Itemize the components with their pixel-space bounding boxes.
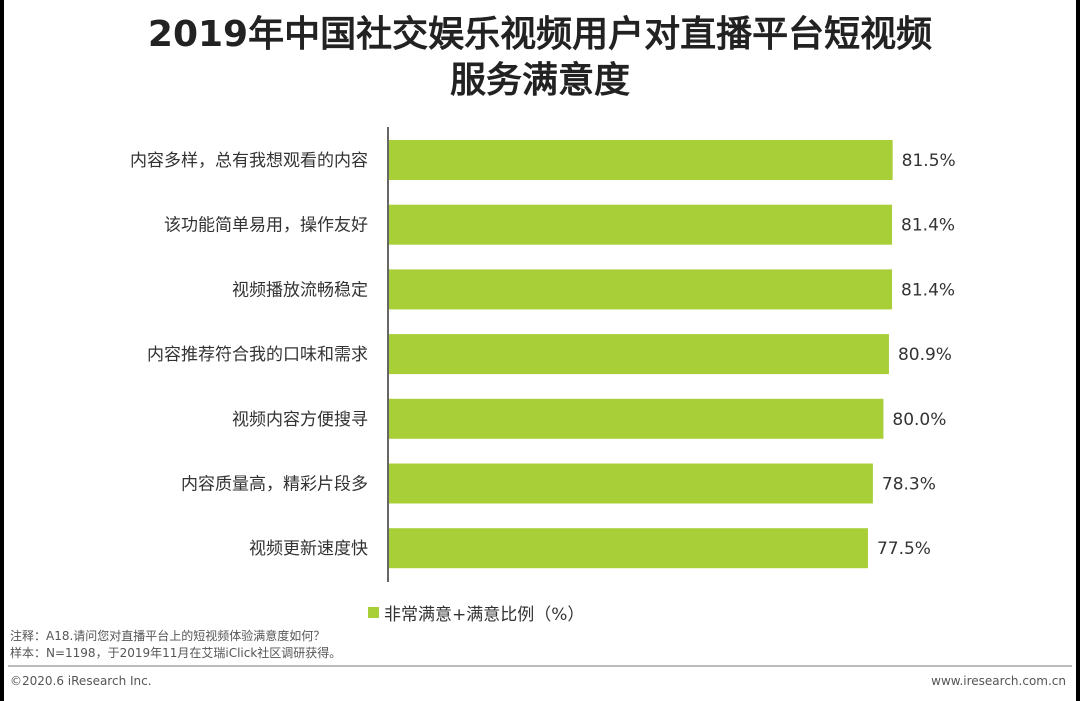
category-label: 内容质量高，精彩片段多 bbox=[181, 475, 368, 495]
bar bbox=[389, 528, 868, 569]
chart-title-line-2: 服务满意度 bbox=[449, 60, 630, 101]
category-label: 该功能简单易用，操作友好 bbox=[164, 216, 368, 236]
bar bbox=[389, 140, 893, 180]
bar-chart: 内容多样，总有我想观看的内容 81.5% 该功能简单易用，操作友好 81.4% 视频播放… bbox=[130, 127, 956, 582]
chart-notes: 注释：A18.请问您对直播平台上的短视频体验满意度如何？ 样本：N=1198，于… bbox=[10, 628, 341, 662]
chart-title: 2019年中国社交娱乐视频用户对直播平台短视频 服务满意度 bbox=[0, 12, 1080, 104]
bar bbox=[389, 204, 893, 245]
footer-divider bbox=[8, 665, 1072, 667]
right-frame-border bbox=[1076, 0, 1080, 701]
legend-swatch bbox=[368, 606, 379, 618]
bar bbox=[389, 463, 873, 504]
bar-group: 内容多样，总有我想观看的内容 81.5% 该功能简单易用，操作友好 81.4% 视频播放… bbox=[130, 140, 956, 569]
bar bbox=[389, 398, 884, 439]
chart-title-line-1: 2019年中国社交娱乐视频用户对直播平台短视频 bbox=[147, 14, 933, 55]
legend-label: 非常满意+满意比例（%） bbox=[384, 604, 585, 625]
category-label: 视频内容方便搜寻 bbox=[232, 410, 368, 430]
value-label: 80.0% bbox=[892, 410, 946, 430]
bar bbox=[389, 269, 893, 310]
value-label: 77.5% bbox=[877, 539, 931, 559]
bar bbox=[389, 334, 889, 375]
category-label: 视频更新速度快 bbox=[249, 539, 368, 559]
value-label: 78.3% bbox=[882, 475, 936, 495]
copyright-text: ©2020.6 iResearch Inc. bbox=[10, 674, 152, 688]
note-question: 注释：A18.请问您对直播平台上的短视频体验满意度如何？ bbox=[10, 629, 326, 643]
website-link: www.iresearch.com.cn bbox=[931, 674, 1066, 688]
value-label: 80.9% bbox=[898, 345, 952, 365]
left-frame-border bbox=[0, 0, 4, 701]
chart-legend: 非常满意+满意比例（%） bbox=[368, 600, 585, 625]
note-sample: 样本：N=1198，于2019年11月在艾瑞iClick社区调研获得。 bbox=[10, 646, 342, 660]
value-label: 81.5% bbox=[902, 151, 956, 171]
category-label: 内容多样，总有我想观看的内容 bbox=[130, 151, 368, 171]
category-label: 视频播放流畅稳定 bbox=[232, 280, 368, 300]
value-label: 81.4% bbox=[901, 216, 955, 236]
category-label: 内容推荐符合我的口味和需求 bbox=[147, 345, 368, 365]
value-label: 81.4% bbox=[901, 280, 955, 300]
